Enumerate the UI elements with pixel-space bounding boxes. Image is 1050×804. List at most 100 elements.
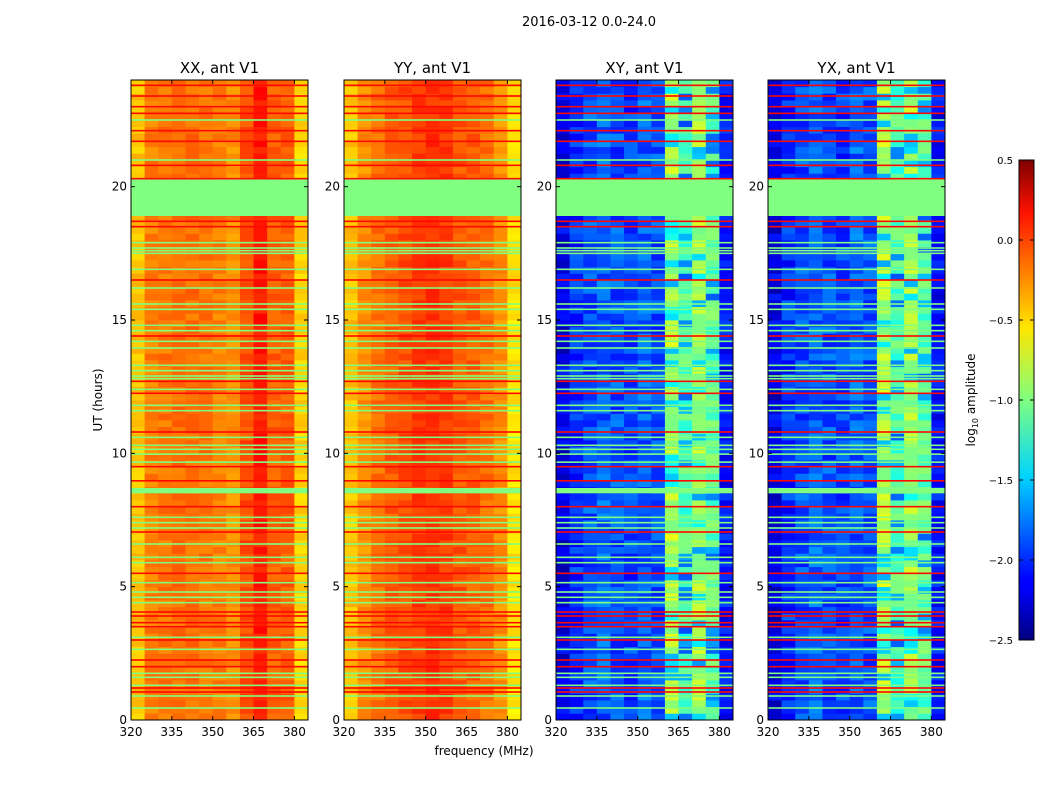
heatmap-cell: [556, 467, 570, 474]
heatmap-cell: [768, 353, 782, 360]
heatmap-cell: [597, 147, 611, 154]
heatmap-cell: [281, 547, 295, 554]
heatmap-cell: [877, 293, 891, 300]
heatmap-cell: [494, 87, 508, 94]
heatmap-cell: [453, 493, 467, 500]
heatmap-cell: [719, 700, 733, 707]
heatmap-cell: [240, 253, 254, 260]
heatmap-cell: [254, 600, 268, 607]
heatmap-cell: [158, 627, 172, 634]
heatmap-cell: [467, 493, 481, 500]
heatmap-cell: [240, 240, 254, 247]
heatmap-cell: [624, 700, 638, 707]
flagged-row: [344, 649, 521, 651]
heatmap-cell: [795, 413, 809, 420]
heatmap-cell: [570, 93, 584, 100]
heatmap-cell: [507, 600, 521, 607]
heatmap-cell: [412, 520, 426, 527]
heatmap-cell: [344, 420, 358, 427]
heatmap-cell: [267, 353, 281, 360]
heatmap-cell: [267, 473, 281, 480]
heatmap-cell: [145, 547, 159, 554]
heatmap-cell: [371, 493, 385, 500]
heatmap-cell: [891, 640, 905, 647]
heatmap-cell: [281, 627, 295, 634]
heatmap-cell: [891, 560, 905, 567]
heatmap-cell: [638, 133, 652, 140]
heatmap-cell: [719, 547, 733, 554]
heatmap-cell: [398, 293, 412, 300]
heatmap-cell: [412, 640, 426, 647]
heatmap-cell: [426, 533, 440, 540]
heatmap-cell: [281, 260, 295, 267]
x-tick-label: 380: [708, 725, 731, 739]
heatmap-cell: [583, 240, 597, 247]
heatmap-cell: [426, 493, 440, 500]
heatmap-cell: [624, 93, 638, 100]
flagged-row: [131, 389, 308, 391]
heatmap-cell: [679, 353, 693, 360]
heatmap-cell: [358, 580, 372, 587]
heatmap-cell: [809, 253, 823, 260]
heatmap-cell: [556, 93, 570, 100]
heatmap-cell: [494, 280, 508, 287]
flagged-row: [344, 389, 521, 391]
heatmap-cell: [931, 307, 945, 314]
heatmap-cell: [426, 573, 440, 580]
x-tick-label: 365: [667, 725, 690, 739]
heatmap-cell: [651, 227, 665, 234]
heatmap-cell: [877, 560, 891, 567]
heatmap-cell: [254, 533, 268, 540]
heatmap-cell: [836, 613, 850, 620]
heatmap-cell: [439, 700, 453, 707]
heatmap-cell: [358, 147, 372, 154]
heatmap-cell: [358, 133, 372, 140]
heatmap-cell: [344, 393, 358, 400]
heatmap-cell: [294, 507, 308, 514]
heatmap-cell: [480, 580, 494, 587]
panel-title: XY, ant V1: [605, 59, 683, 77]
heatmap-cell: [610, 313, 624, 320]
heatmap-cell: [719, 580, 733, 587]
heatmap-cell: [665, 393, 679, 400]
heatmap-cell: [877, 267, 891, 274]
heatmap-cell: [453, 447, 467, 454]
heatmap-cell: [795, 420, 809, 427]
heatmap-cell: [795, 313, 809, 320]
heatmap-cell: [412, 267, 426, 274]
heatmap-cell: [782, 580, 796, 587]
heatmap-cell: [199, 280, 213, 287]
y-tick-label: 15: [112, 313, 127, 327]
heatmap-cell: [665, 573, 679, 580]
rfi-row: [556, 279, 733, 281]
heatmap-cell: [467, 167, 481, 174]
panel-title: XX, ant V1: [180, 59, 259, 77]
heatmap-cell: [850, 600, 864, 607]
heatmap-cell: [809, 647, 823, 654]
heatmap-cell: [931, 547, 945, 554]
heatmap-cell: [213, 233, 227, 240]
heatmap-cell: [281, 493, 295, 500]
heatmap-cell: [494, 647, 508, 654]
heatmap-cell: [294, 627, 308, 634]
heatmap-cell: [145, 253, 159, 260]
heatmap-cell: [199, 227, 213, 234]
flagged-row: [556, 365, 733, 367]
heatmap-cell: [782, 547, 796, 554]
heatmap-cell: [494, 533, 508, 540]
heatmap-cell: [556, 420, 570, 427]
heatmap-cell: [583, 227, 597, 234]
flagged-row: [131, 461, 308, 463]
heatmap-cell: [583, 547, 597, 554]
heatmap-cell: [158, 640, 172, 647]
heatmap-cell: [344, 120, 358, 127]
heatmap-cell: [863, 293, 877, 300]
heatmap-cell: [719, 640, 733, 647]
heatmap-cell: [185, 313, 199, 320]
heatmap-cell: [850, 507, 864, 514]
rfi-row: [131, 659, 308, 661]
heatmap-cell: [398, 613, 412, 620]
heatmap-cell: [267, 580, 281, 587]
heatmap-cell: [426, 353, 440, 360]
heatmap-cell: [665, 547, 679, 554]
